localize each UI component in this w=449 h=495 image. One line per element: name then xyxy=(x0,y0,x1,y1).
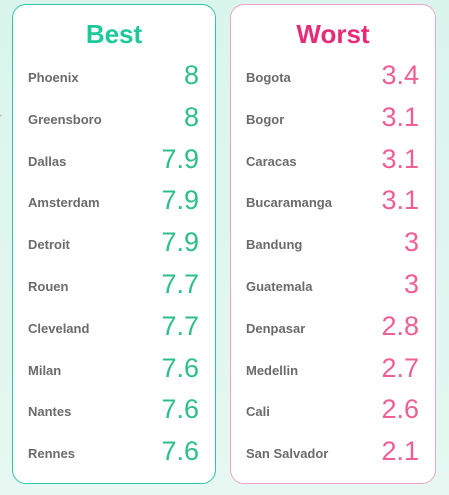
worst-row: Bogota 3.4 xyxy=(231,58,435,100)
city-name: Milan xyxy=(28,362,62,378)
best-row: Milan 7.6 xyxy=(13,351,215,393)
city-name: Bogota xyxy=(246,70,291,85)
worst-row: Guatemala 3 xyxy=(231,267,435,309)
city-name: Greensboro xyxy=(28,111,102,127)
score-value: 8 xyxy=(183,101,199,132)
worst-row: Caracas 3.1 xyxy=(231,142,435,184)
city-name: Denpasar xyxy=(246,320,306,336)
worst-row: San Salvador 2.1 xyxy=(231,434,435,476)
worst-title: Worst xyxy=(296,19,370,49)
score-value: 7.7 xyxy=(161,268,199,299)
score-value: 3.1 xyxy=(381,185,419,216)
best-row: Rouen 7.7 xyxy=(13,267,215,309)
score-value: 3.1 xyxy=(381,101,419,132)
score-value: 3.4 xyxy=(381,60,419,90)
worst-rows: Bogota 3.4 Bogor 3.1 Caracas 3.1 Bucaramanga 3.… xyxy=(231,58,435,476)
best-row: Detroit 7.9 xyxy=(13,225,215,267)
city-name: Nantes xyxy=(28,404,72,420)
city-name: Caracas xyxy=(246,153,297,169)
city-name: Detroit xyxy=(28,237,70,253)
city-name: San Salvador xyxy=(246,446,329,462)
best-row: Dallas 7.9 xyxy=(13,142,215,184)
city-name: Cleveland xyxy=(28,320,90,336)
score-value: 2.7 xyxy=(381,352,419,383)
best-row: Greensboro 8 xyxy=(13,100,215,142)
city-name: Phoenix xyxy=(28,70,79,85)
city-name: Dallas xyxy=(28,153,67,169)
score-value: 7.9 xyxy=(161,227,199,258)
best-panel: Best Phoenix 8 Greensboro 8 Dallas 7.9 Amsterd… xyxy=(12,4,216,484)
best-row: Cleveland 7.7 xyxy=(13,309,215,351)
score-value: 2.8 xyxy=(381,310,419,341)
worst-row: Medellin 2.7 xyxy=(231,351,435,393)
worst-row: Bucaramanga 3.1 xyxy=(231,183,435,225)
worst-row: Cali 2.6 xyxy=(231,392,435,434)
best-row: Rennes 7.6 xyxy=(13,434,215,476)
city-name: Bandung xyxy=(246,237,303,253)
score-value: 2.1 xyxy=(381,436,419,467)
worst-row: Bandung 3 xyxy=(231,225,435,267)
score-value: 3.1 xyxy=(381,143,419,174)
score-value: 7.6 xyxy=(161,436,199,467)
score-value: 7.9 xyxy=(161,185,199,216)
city-name: Medellin xyxy=(246,362,299,378)
city-name: Cali xyxy=(246,404,270,420)
score-value: 3 xyxy=(403,268,419,299)
score-value: 7.7 xyxy=(161,310,199,341)
worst-row: Bogor 3.1 xyxy=(231,100,435,142)
city-name: Rouen xyxy=(28,278,69,294)
best-title: Best xyxy=(85,19,143,49)
side-label: rank xyxy=(0,98,3,121)
worst-row: Denpasar 2.8 xyxy=(231,309,435,351)
worst-panel: Worst Bogota 3.4 Bogor 3.1 Caracas 3.1 Bucaram… xyxy=(230,4,436,484)
score-value: 7.6 xyxy=(161,352,199,383)
score-value: 7.9 xyxy=(161,143,199,174)
score-value: 7.6 xyxy=(161,394,199,425)
best-rows: Phoenix 8 Greensboro 8 Dallas 7.9 Amsterdam 7.9… xyxy=(13,58,215,476)
city-name: Rennes xyxy=(28,446,75,462)
city-name: Amsterdam xyxy=(28,195,100,211)
city-name: Bucaramanga xyxy=(246,195,332,211)
score-value: 3 xyxy=(403,227,419,258)
best-row: Amsterdam 7.9 xyxy=(13,183,215,225)
city-name: Guatemala xyxy=(246,278,313,294)
best-row: Nantes 7.6 xyxy=(13,392,215,434)
score-value: 2.6 xyxy=(381,394,419,425)
city-name: Bogor xyxy=(246,111,285,127)
score-value: 8 xyxy=(183,60,199,90)
best-row: Phoenix 8 xyxy=(13,58,215,100)
